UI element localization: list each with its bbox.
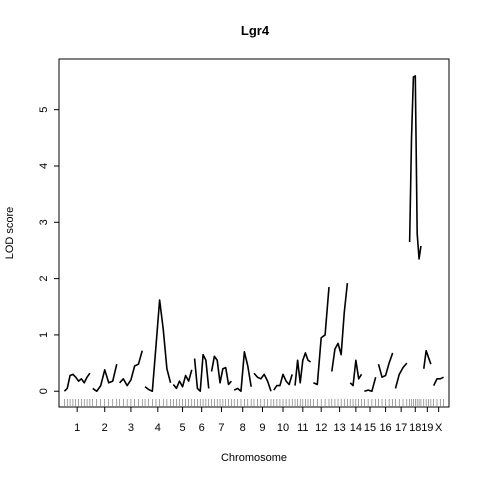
- x-tick-label: 2: [102, 422, 108, 434]
- y-tick-label: 0: [38, 388, 50, 394]
- lod-curve-chrX: [434, 377, 444, 385]
- marker-rug: [64, 399, 443, 406]
- x-axis-label: Chromosome: [221, 452, 287, 464]
- x-tick-label: 5: [179, 422, 185, 434]
- y-axis-label: LOD score: [4, 207, 16, 260]
- lod-curves: [64, 76, 443, 391]
- lod-curve-chr1: [64, 373, 89, 391]
- lod-curve-chr8: [234, 352, 251, 391]
- plot-frame: [59, 59, 449, 407]
- x-tick-label: 3: [128, 422, 134, 434]
- x-tick-label: X: [435, 422, 443, 434]
- lod-curve-chr15: [364, 377, 375, 391]
- x-tick-label: 8: [240, 422, 246, 434]
- y-tick-label: 1: [38, 332, 50, 338]
- x-axis: 1 2 3 4 5 6 7 8 9 10 11 12 13 14 15 16 17 18 19 X: [74, 407, 443, 434]
- lod-curve-chr10: [274, 374, 292, 390]
- x-tick-label: 15: [364, 422, 376, 434]
- x-tick-label: 11: [297, 422, 308, 434]
- lod-curve-chr5: [173, 370, 191, 389]
- y-tick-label: 3: [38, 219, 50, 225]
- x-tick-label: 19: [421, 422, 433, 434]
- lod-curve-chr2: [93, 364, 117, 391]
- x-tick-label: 1: [74, 422, 80, 434]
- x-tick-label: 10: [277, 422, 289, 434]
- lod-curve-chr12: [313, 287, 329, 384]
- lod-curve-chr11: [295, 353, 311, 386]
- y-axis: 0 1 2 3 4 5: [38, 107, 59, 395]
- x-tick-label: 16: [379, 422, 391, 434]
- y-tick-label: 4: [38, 163, 50, 169]
- chart-title: Lgr4: [241, 23, 270, 38]
- x-tick-label: 9: [259, 422, 265, 434]
- x-tick-label: 14: [350, 422, 362, 434]
- lod-curve-chr13: [332, 283, 348, 371]
- lod-curve-chr7: [212, 356, 232, 384]
- x-tick-label: 18: [409, 422, 421, 434]
- lod-curve-chr18: [410, 76, 421, 259]
- lod-curve-chr17: [395, 363, 406, 388]
- y-tick-label: 5: [38, 107, 50, 113]
- x-tick-label: 12: [315, 422, 327, 434]
- lod-curve-chr6: [195, 355, 209, 392]
- lod-curve-chr14: [350, 360, 361, 385]
- lod-curve-chr4: [145, 300, 170, 391]
- x-tick-label: 17: [395, 422, 407, 434]
- x-tick-label: 4: [155, 422, 161, 434]
- y-tick-label: 2: [38, 276, 50, 282]
- x-tick-label: 6: [199, 422, 205, 434]
- lod-curve-chr16: [379, 353, 393, 377]
- lod-curve-chr9: [254, 373, 271, 391]
- lod-curve-chr19: [424, 351, 431, 369]
- lod-curve-chr3: [120, 351, 143, 386]
- x-tick-label: 13: [333, 422, 345, 434]
- x-tick-label: 7: [218, 422, 224, 434]
